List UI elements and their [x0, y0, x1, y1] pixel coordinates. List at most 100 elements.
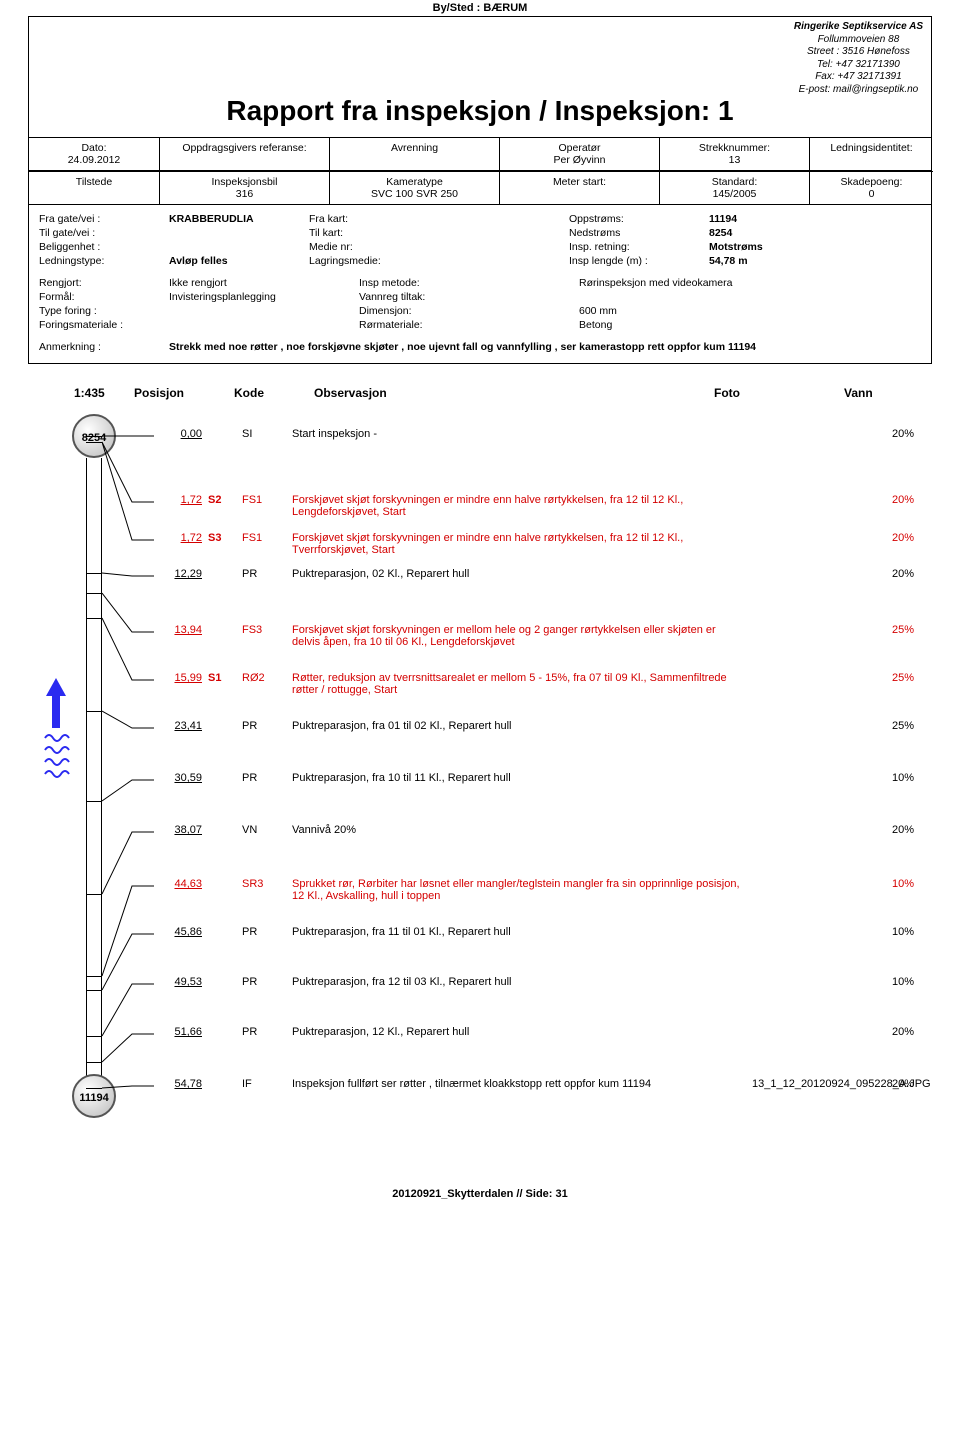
lbl-retning: Insp. retning:	[569, 241, 709, 253]
obs-code: PR	[242, 1026, 292, 1038]
lbl-formal: Formål:	[39, 291, 169, 303]
info-present: Tilstede	[29, 171, 159, 204]
hdr-code: Kode	[234, 386, 314, 400]
observation-row: 38,07VNVannivå 20%20%	[154, 824, 932, 836]
remark-row: Anmerkning : Strekk med noe røtter , noe…	[39, 341, 921, 353]
observation-row: 1,72S3FS1Forskjøvet skjøt forskyvningen …	[154, 532, 932, 556]
observation-row: 30,59PRPuktreparasjon, fra 10 til 11 Kl.…	[154, 772, 932, 784]
lbl-lagring: Lagringsmedie:	[309, 255, 459, 267]
obs-water: 20%	[892, 532, 942, 544]
lbl-inspmetode: Insp metode:	[359, 277, 509, 289]
obs-water: 20%	[892, 568, 942, 580]
leader-line	[102, 778, 162, 803]
obs-position: 44,63	[154, 878, 208, 890]
info-date: Dato:24.09.2012	[29, 138, 159, 170]
hdr-scale: 1:435	[74, 386, 134, 400]
obs-water: 10%	[892, 878, 942, 890]
obs-description: Puktreparasjon, fra 10 til 11 Kl., Repar…	[292, 772, 752, 784]
obs-position: 49,53	[154, 976, 208, 988]
info-vehicle: Inspeksjonsbil316	[159, 171, 329, 204]
info-row-1: Dato:24.09.2012 Oppdragsgivers referanse…	[29, 137, 931, 170]
leader-line	[102, 434, 162, 438]
company-fax: Fax: +47 32171391	[794, 71, 923, 84]
pipe-tick	[86, 436, 102, 437]
company-email: E-post: mail@ringseptik.no	[794, 84, 923, 97]
pipe-tick	[86, 1036, 102, 1037]
obs-position: 51,66	[154, 1026, 208, 1038]
observation-diagram: 8254111940,00SIStart inspeksjon -20%1,72…	[28, 418, 932, 1148]
obs-description: Puktreparasjon, 12 Kl., Reparert hull	[292, 1026, 752, 1038]
pipe-tick	[86, 976, 102, 977]
obs-water: 25%	[892, 720, 942, 732]
header-box: Ringerike Septikservice AS Follummoveien…	[28, 16, 932, 205]
obs-code: FS1	[242, 532, 292, 544]
leader-line	[102, 982, 162, 1038]
leader-line	[102, 571, 162, 578]
lbl-medie: Medie nr:	[309, 241, 459, 253]
company-addr2: Street : 3516 Hønefoss	[794, 46, 923, 59]
obs-severity: S3	[208, 532, 242, 544]
lbl-tilkart: Til kart:	[309, 227, 459, 239]
obs-position: 54,78	[154, 1078, 208, 1090]
obs-description: Puktreparasjon, fra 11 til 01 Kl., Repar…	[292, 926, 752, 938]
obs-description: Puktreparasjon, fra 12 til 03 Kl., Repar…	[292, 976, 752, 988]
val-foringsmat	[169, 319, 359, 331]
val-retning: Motstrøms	[709, 241, 819, 253]
val-rengjort: Ikke rengjort	[169, 277, 359, 289]
lbl-typeforing: Type foring :	[39, 305, 169, 317]
observation-row: 54,78 IFInspeksjon fullført ser røtter , …	[154, 1078, 932, 1090]
hdr-foto: Foto	[714, 386, 844, 400]
obs-water: 10%	[892, 976, 942, 988]
val-beliggenhet	[169, 241, 309, 253]
obs-header: 1:435 Posisjon Kode Observasjon Foto Van…	[74, 386, 932, 400]
page: By/Sted : BÆRUM Ringerike Septikservice …	[0, 0, 960, 1220]
lbl-rormat: Rørmateriale:	[359, 319, 509, 331]
lbl-frakart: Fra kart:	[309, 213, 459, 225]
obs-code: PR	[242, 720, 292, 732]
observation-row: 15,99S1RØ2Røtter, reduksjon av tverrsnit…	[154, 672, 932, 696]
obs-description: Forskjøvet skjøt forskyvningen er mindre…	[292, 494, 752, 518]
obs-code: PR	[242, 976, 292, 988]
obs-water: 20%	[892, 824, 942, 836]
hdr-vann: Vann	[844, 386, 904, 400]
company-name: Ringerike Septikservice AS	[794, 21, 923, 34]
obs-code: SI	[242, 428, 292, 440]
pipe-tick	[86, 801, 102, 802]
obs-code: PR	[242, 926, 292, 938]
obs-position: 0,00	[154, 428, 208, 440]
observation-row: 51,66 PRPuktreparasjon, 12 Kl., Reparert …	[154, 1026, 932, 1038]
val-rormat: Betong	[579, 319, 719, 331]
obs-description: Forskjøvet skjøt forskyvningen er mindre…	[292, 532, 752, 556]
lbl-tilgate: Til gate/vei :	[39, 227, 169, 239]
observation-row: 49,53 PRPuktreparasjon, fra 12 til 03 Kl.…	[154, 976, 932, 988]
obs-water: 10%	[892, 926, 942, 938]
info-meter-start: Meter start:	[499, 171, 659, 204]
observation-row: 1,72S2FS1Forskjøvet skjøt forskyvningen …	[154, 494, 932, 518]
info-section-no: Strekknummer:13	[659, 138, 809, 170]
obs-position: 1,72	[154, 494, 208, 506]
obs-water: 25%	[892, 624, 942, 636]
val-medie	[459, 241, 569, 253]
lbl-foringsmat: Foringsmateriale :	[39, 319, 169, 331]
obs-code: IF	[242, 1078, 292, 1090]
meta-box: Fra gate/vei : KRABBERUDLIA Fra kart: Op…	[28, 205, 932, 364]
hdr-pos: Posisjon	[134, 386, 234, 400]
obs-position: 13,94	[154, 624, 208, 636]
obs-position: 12,29	[154, 568, 208, 580]
leader-line	[102, 1032, 162, 1064]
company-tel: Tel: +47 32171390	[794, 59, 923, 72]
obs-description: Inspeksjon fullført ser røtter , tilnærm…	[292, 1078, 752, 1090]
obs-water: 20%	[892, 1078, 942, 1090]
val-typeforing	[169, 305, 359, 317]
obs-position: 23,41	[154, 720, 208, 732]
val-dimensjon: 600 mm	[579, 305, 719, 317]
pipe-tick	[86, 573, 102, 574]
lbl-oppstroms: Oppstrøms:	[569, 213, 709, 225]
obs-water: 20%	[892, 428, 942, 440]
obs-water: 20%	[892, 494, 942, 506]
info-damage-pts: Skadepoeng:0	[809, 171, 933, 204]
pipe-tick	[86, 442, 102, 443]
pipe-tick	[86, 593, 102, 594]
val-oppstroms: 11194	[709, 213, 819, 225]
flow-arrow-icon	[42, 678, 72, 791]
